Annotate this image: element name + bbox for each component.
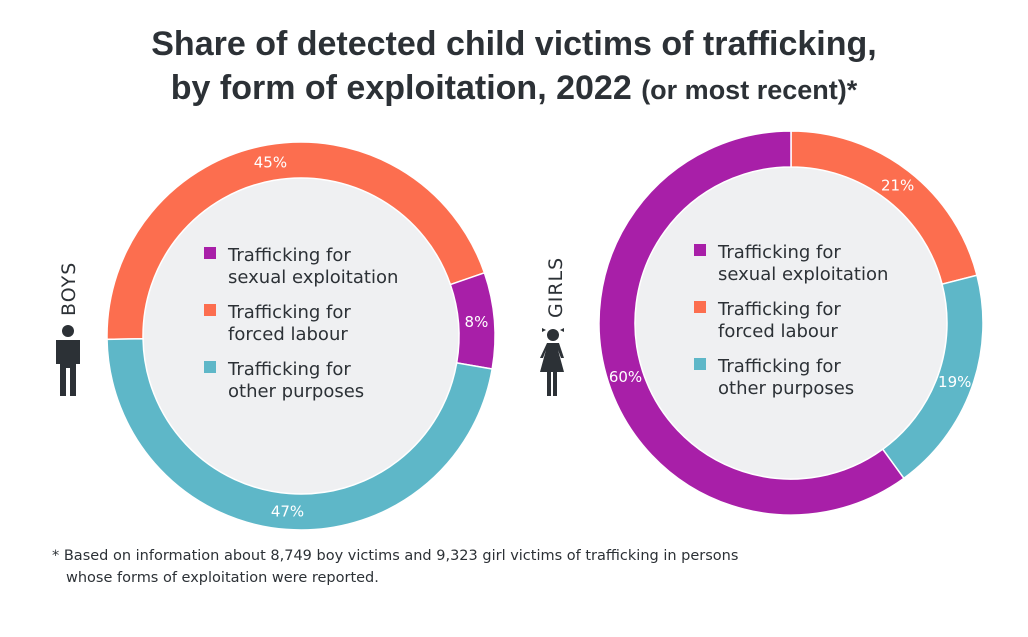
title-line-1: Share of detected child victims of traff… bbox=[151, 25, 877, 63]
legend-label: forced labour bbox=[718, 321, 838, 342]
boy-icon bbox=[62, 325, 74, 337]
legend-swatch bbox=[204, 304, 216, 316]
donut-center bbox=[143, 178, 459, 494]
legend-label: sexual exploitation bbox=[228, 267, 398, 288]
legend-swatch bbox=[204, 247, 216, 259]
segment-value-label: 60% bbox=[609, 368, 642, 386]
girl-icon bbox=[540, 343, 564, 396]
segment-value-label: 8% bbox=[465, 313, 489, 331]
segment-value-label: 21% bbox=[881, 177, 914, 195]
chart-title: Share of detected child victims of traff… bbox=[0, 22, 1028, 112]
title-suffix: (or most recent)* bbox=[641, 75, 858, 105]
donut-center bbox=[635, 167, 947, 479]
boy-icon bbox=[56, 340, 80, 396]
legend-label: Trafficking for bbox=[717, 356, 841, 377]
girls-label: GIRLS bbox=[545, 256, 567, 318]
legend-swatch bbox=[694, 301, 706, 313]
legend-label: forced labour bbox=[228, 324, 348, 345]
legend-label: Trafficking for bbox=[227, 359, 351, 380]
donut-segment bbox=[106, 337, 494, 531]
segment-value-label: 45% bbox=[254, 154, 287, 172]
girl-icon bbox=[547, 329, 559, 341]
legend-label: other purposes bbox=[718, 378, 854, 399]
footnote-line-1: * Based on information about 8,749 boy v… bbox=[52, 548, 739, 564]
donut-segment bbox=[598, 130, 905, 516]
segment-value-label: 19% bbox=[938, 373, 971, 391]
legend-label: Trafficking for bbox=[227, 245, 351, 266]
segment-value-label: 47% bbox=[271, 502, 304, 520]
legend-label: sexual exploitation bbox=[718, 264, 888, 285]
boys-label: BOYS bbox=[58, 261, 80, 316]
legend-label: Trafficking for bbox=[227, 302, 351, 323]
legend-swatch bbox=[694, 358, 706, 370]
legend-label: Trafficking for bbox=[717, 299, 841, 320]
legend-label: other purposes bbox=[228, 381, 364, 402]
legend-swatch bbox=[204, 361, 216, 373]
footnote-line-2: whose forms of exploitation were reporte… bbox=[66, 570, 379, 586]
donut-segment bbox=[106, 141, 486, 341]
footnote: * Based on information about 8,749 boy v… bbox=[52, 545, 738, 589]
legend-swatch bbox=[694, 244, 706, 256]
legend-label: Trafficking for bbox=[717, 242, 841, 263]
title-line-2: by form of exploitation, 2022 bbox=[170, 69, 632, 107]
